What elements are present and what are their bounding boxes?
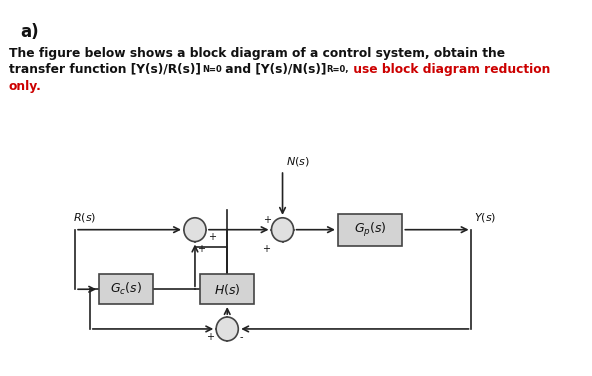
Text: R=0,: R=0,	[326, 65, 348, 74]
Circle shape	[216, 317, 239, 341]
Text: The figure below shows a block diagram of a control system, obtain the: The figure below shows a block diagram o…	[9, 47, 505, 60]
Text: N=0: N=0	[202, 65, 222, 74]
Text: -: -	[239, 332, 243, 342]
Text: use block diagram reduction: use block diagram reduction	[349, 63, 551, 76]
Text: +: +	[207, 332, 214, 342]
Text: only.: only.	[9, 80, 41, 93]
Text: $R(s)$: $R(s)$	[73, 211, 96, 224]
Text: +: +	[262, 244, 269, 253]
Text: transfer function [Y(s)/R(s)]: transfer function [Y(s)/R(s)]	[9, 63, 201, 76]
Text: and [Y(s)/N(s)]: and [Y(s)/N(s)]	[221, 63, 326, 76]
Text: a): a)	[20, 23, 38, 41]
FancyBboxPatch shape	[201, 274, 254, 304]
FancyBboxPatch shape	[338, 214, 403, 246]
Text: +: +	[208, 232, 216, 242]
Circle shape	[272, 218, 294, 242]
Text: $H(s)$: $H(s)$	[214, 282, 240, 297]
Text: $Y(s)$: $Y(s)$	[474, 211, 497, 224]
Circle shape	[184, 218, 206, 242]
Text: $N(s)$: $N(s)$	[286, 155, 310, 168]
Text: $G_p(s)$: $G_p(s)$	[353, 221, 387, 239]
Text: +: +	[197, 244, 205, 253]
FancyBboxPatch shape	[99, 274, 153, 304]
Text: +: +	[262, 215, 271, 225]
Text: $G_c(s)$: $G_c(s)$	[110, 281, 142, 297]
